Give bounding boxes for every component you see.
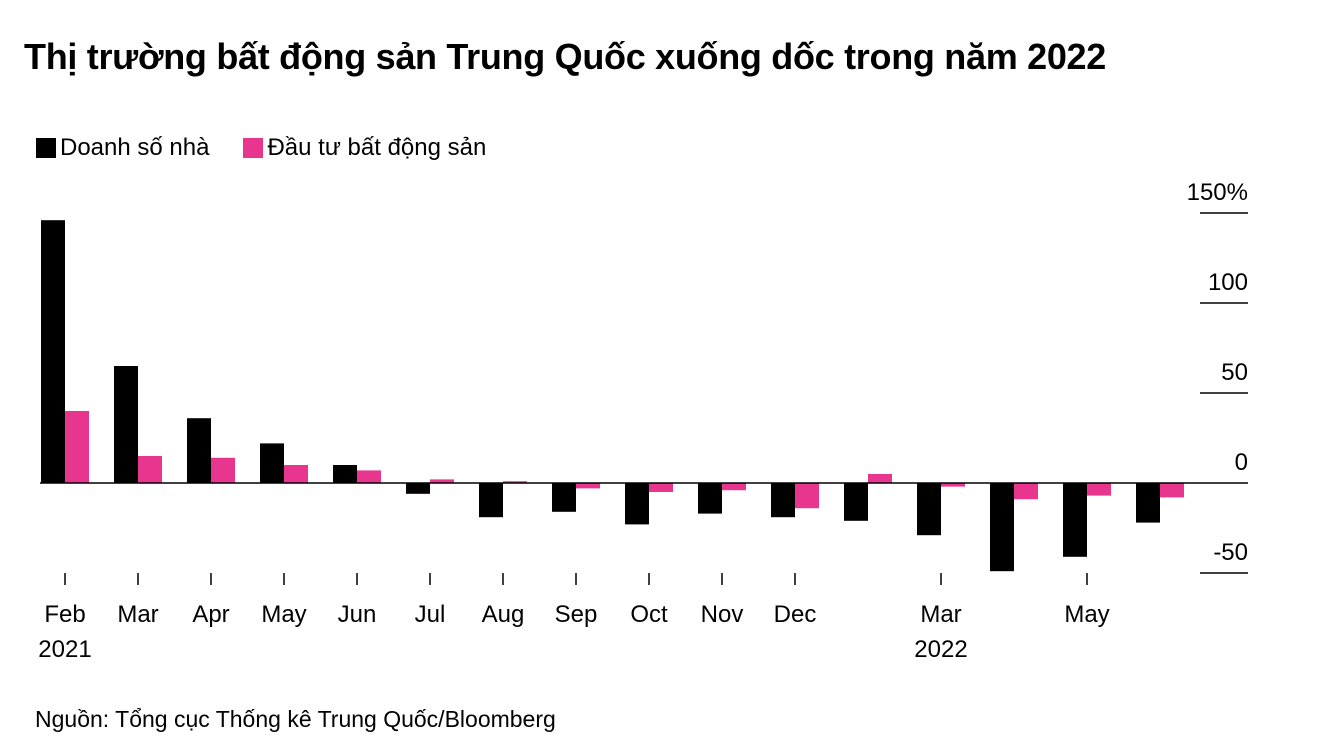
x-tick-label-8: Sep (555, 601, 598, 628)
x-tick-label-12: Mar (920, 601, 961, 628)
bar-sales-13 (917, 483, 941, 536)
bar-sales-10 (698, 483, 722, 514)
x-tick-label-6: Jul (415, 601, 446, 628)
x-tick-label-13: May (1064, 601, 1109, 628)
y-tick-label-3: 50 (1221, 359, 1248, 386)
bar-investment-12 (868, 474, 892, 483)
x-tick-label-4: May (261, 601, 306, 628)
x-tick-label-9: Oct (630, 601, 668, 628)
bar-investment-10 (722, 483, 746, 491)
legend-item-investment: Đầu tư bất động sản (243, 134, 486, 162)
x-tick-label-2: Mar (117, 601, 158, 628)
bar-sales-12 (844, 483, 868, 521)
y-tick-label-4: 0 (1235, 449, 1248, 476)
legend-swatch-sales (36, 138, 56, 158)
bar-investment-2 (138, 456, 162, 483)
bar-investment-4 (284, 465, 308, 483)
bar-sales-3 (187, 418, 211, 483)
bar-investment-6 (430, 479, 454, 483)
x-tick-label-10: Nov (701, 601, 744, 628)
bar-sales-14 (990, 483, 1014, 572)
bar-investment-15 (1087, 483, 1111, 496)
bar-investment-8 (576, 483, 600, 489)
bar-investment-1 (65, 411, 89, 483)
legend-swatch-investment (243, 138, 264, 158)
bar-chart: 150% 100 50 0 -50 Feb 2021 Mar Apr May Jun Jul Aug Se… (38, 179, 1248, 663)
source-note: Nguồn: Tổng cục Thống kê Trung Quốc/Bloo… (35, 706, 556, 732)
bar-sales-5 (333, 465, 357, 483)
bar-sales-7 (479, 483, 503, 518)
y-tick-label-5: -50 (1213, 539, 1248, 566)
x-tick-label-11: Dec (774, 601, 817, 628)
bar-sales-2 (114, 366, 138, 483)
bar-investment-11 (795, 483, 819, 509)
x-tick-label-5: Jun (338, 601, 377, 628)
chart-title: Thị trường bất động sản Trung Quốc xuống… (24, 36, 1106, 77)
bar-investment-16 (1160, 483, 1184, 498)
bar-investment-9 (649, 483, 673, 492)
legend-label-investment: Đầu tư bất động sản (267, 134, 487, 161)
legend-item-sales: Doanh số nhà (36, 134, 209, 162)
x-tick-year-label-12: 2022 (914, 636, 967, 663)
x-tick-label-7: Aug (482, 601, 525, 628)
bar-sales-8 (552, 483, 576, 512)
x-tick-label-3: Apr (192, 601, 229, 628)
bar-sales-6 (406, 483, 430, 494)
bar-sales-11 (771, 483, 795, 518)
y-tick-label-2: 100 (1208, 269, 1248, 296)
bar-investment-7 (503, 481, 527, 483)
x-tick-year-label-1: 2021 (38, 636, 91, 663)
bar-investment-3 (211, 457, 235, 483)
bar-sales-4 (260, 443, 284, 483)
legend: Doanh số nhà Đầu tư bất động sản (36, 134, 520, 162)
y-tick-label-1: 150% (1187, 179, 1248, 206)
bar-investment-13 (941, 483, 965, 487)
bar-sales-15 (1063, 483, 1087, 557)
bar-sales-1 (41, 220, 65, 483)
bar-investment-14 (1014, 483, 1038, 500)
bar-investment-5 (357, 470, 381, 483)
bar-sales-16 (1136, 483, 1160, 523)
legend-label-sales: Doanh số nhà (60, 134, 210, 161)
x-tick-label-1: Feb (44, 601, 85, 628)
bar-sales-9 (625, 483, 649, 525)
